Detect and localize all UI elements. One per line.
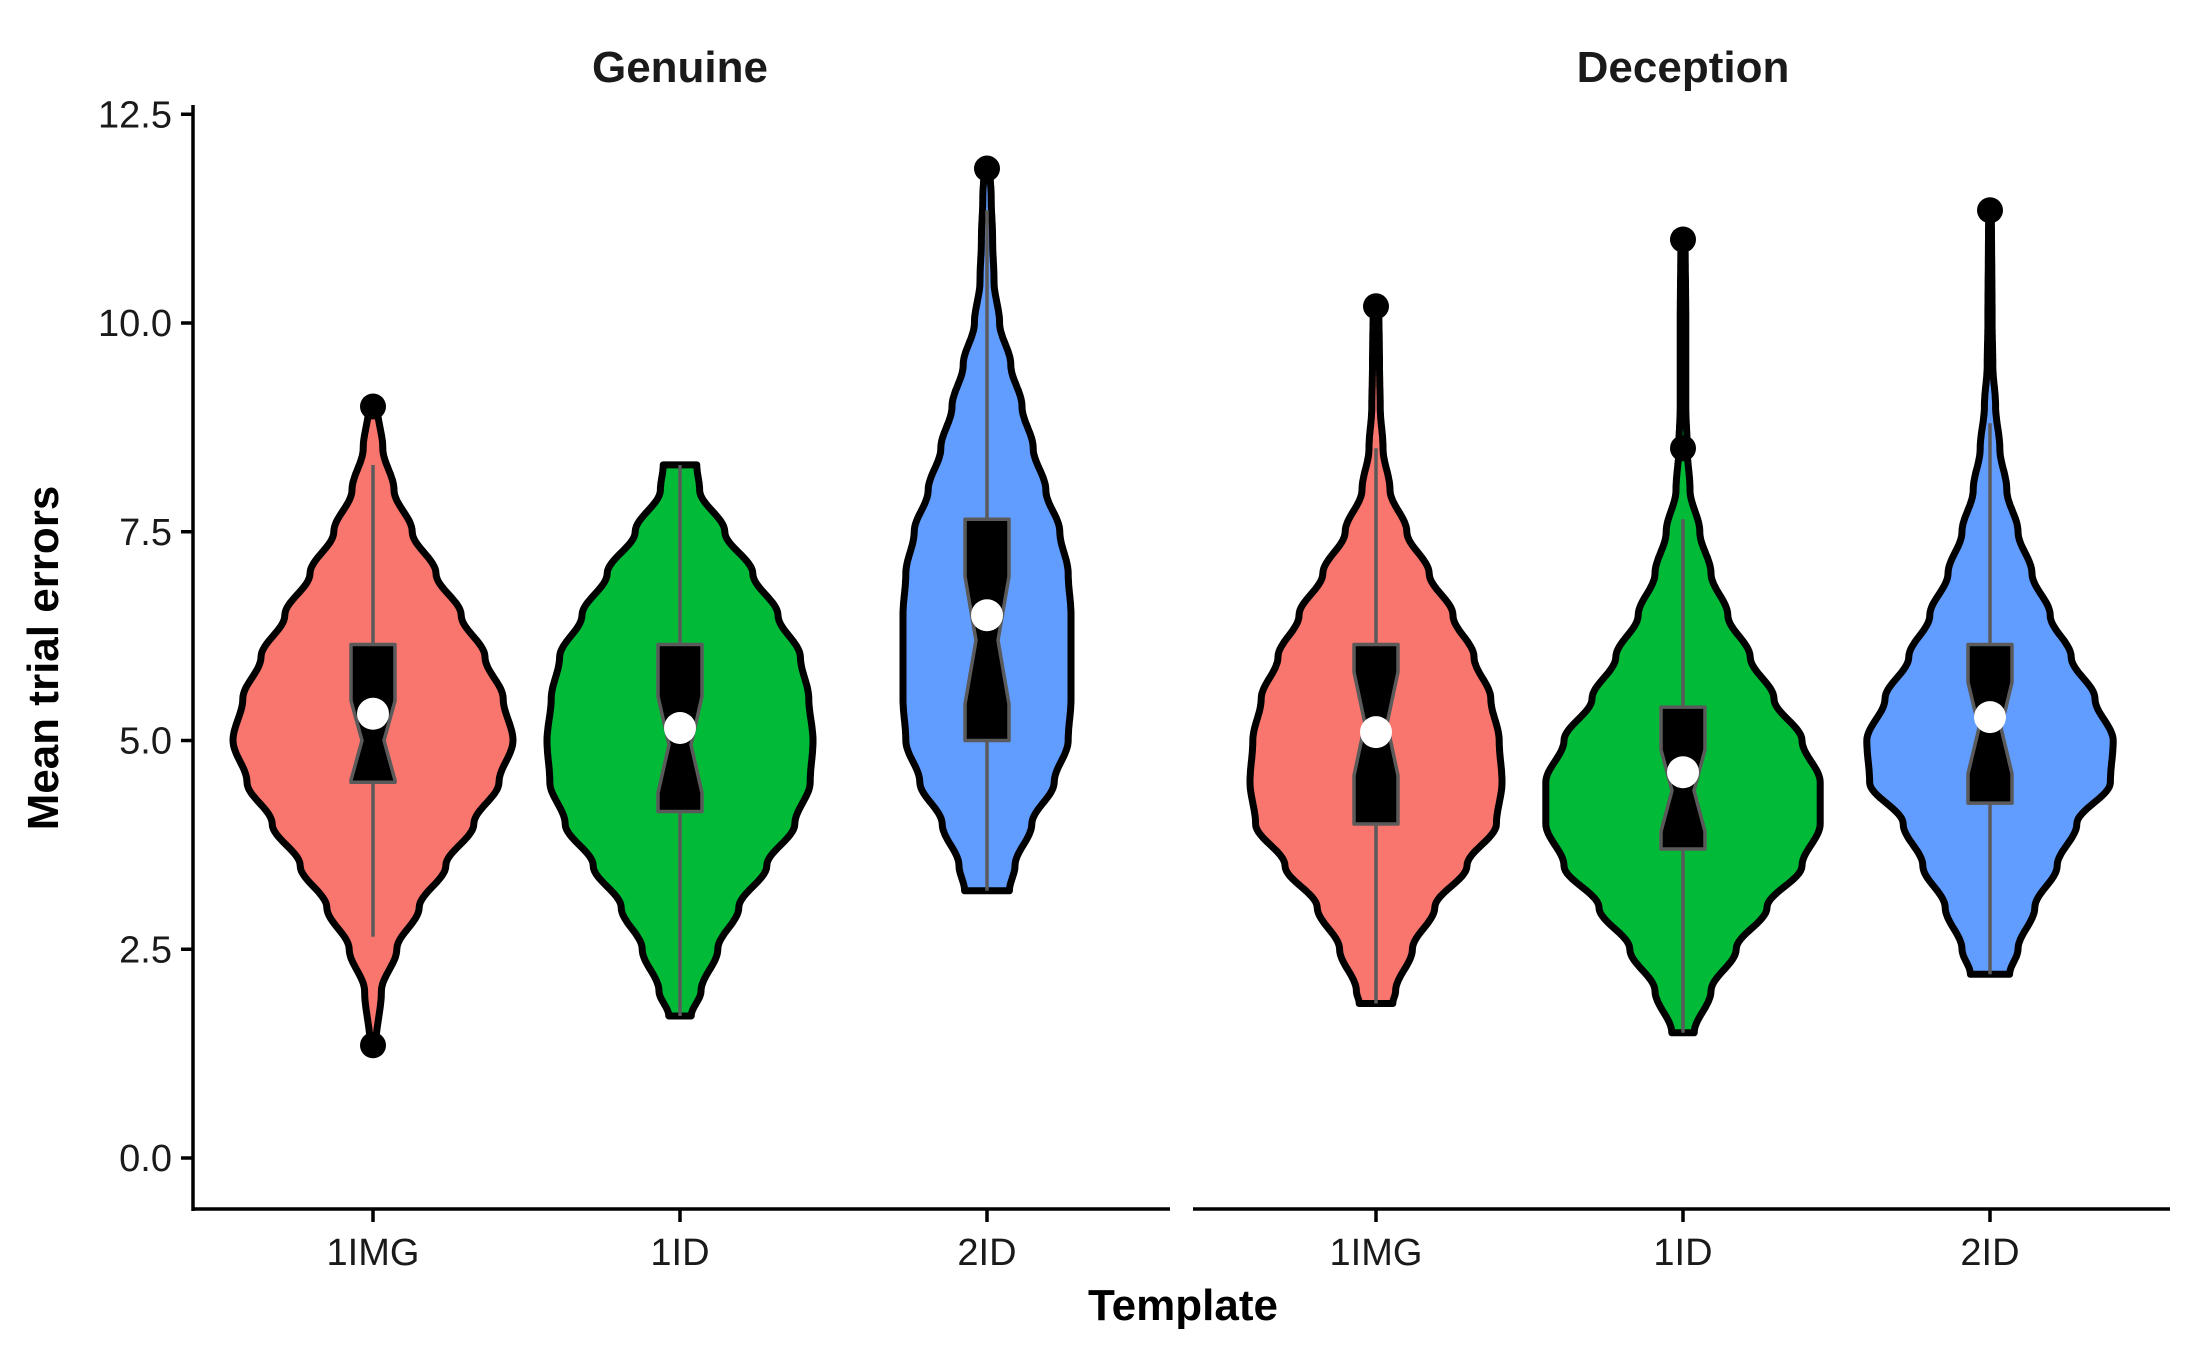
x-tick-label: 2ID: [1960, 1232, 2019, 1274]
y-tick-label: 2.5: [119, 929, 172, 971]
mean-point: [1360, 716, 1392, 749]
outlier-point: [1670, 226, 1696, 253]
panel-title-deception: Deception: [1577, 43, 1790, 92]
outlier-point: [1363, 293, 1389, 320]
x-tick-label: 1ID: [1653, 1232, 1712, 1274]
mean-point: [664, 711, 696, 744]
mean-point: [357, 697, 389, 730]
violin-group-deception-1id: [1542, 226, 1824, 1037]
violin-group-genuine-2id: [899, 155, 1075, 895]
y-axis-ticks: 0.0 2.5 5.0 7.5 10.0 12.5: [98, 94, 193, 1180]
x-axis-title: Template: [1088, 1281, 1278, 1330]
plot-marks: [229, 155, 2117, 1059]
violin-group-deception-2id: [1863, 197, 2117, 978]
outlier-point: [360, 393, 386, 420]
x-tick-label: 1IMG: [1330, 1232, 1423, 1274]
panel-title-genuine: Genuine: [592, 43, 768, 92]
y-tick-label: 0.0: [119, 1138, 172, 1180]
y-tick-label: 12.5: [98, 94, 172, 136]
y-tick-label: 7.5: [119, 512, 172, 554]
x-tick-label: 1ID: [650, 1232, 709, 1274]
violin-group-genuine-1id: [543, 461, 817, 1020]
outlier-point: [1670, 435, 1696, 462]
outlier-point: [974, 155, 1000, 182]
x-tick-label: 2ID: [957, 1232, 1016, 1274]
y-axis-title: Mean trial errors: [19, 486, 68, 831]
mean-point: [1974, 701, 2006, 734]
x-axis-ticks: 1IMG 1ID 2ID 1IMG 1ID 2ID: [327, 1209, 2020, 1274]
y-tick-label: 5.0: [119, 721, 172, 763]
violin-group-deception-1img: [1246, 293, 1506, 1007]
mean-point: [971, 599, 1003, 632]
y-tick-label: 10.0: [98, 303, 172, 345]
x-tick-label: 1IMG: [327, 1232, 420, 1274]
violin-group-genuine-1img: [229, 393, 517, 1059]
mean-point: [1667, 756, 1699, 789]
outlier-point: [360, 1032, 386, 1059]
outlier-point: [1977, 197, 2003, 224]
